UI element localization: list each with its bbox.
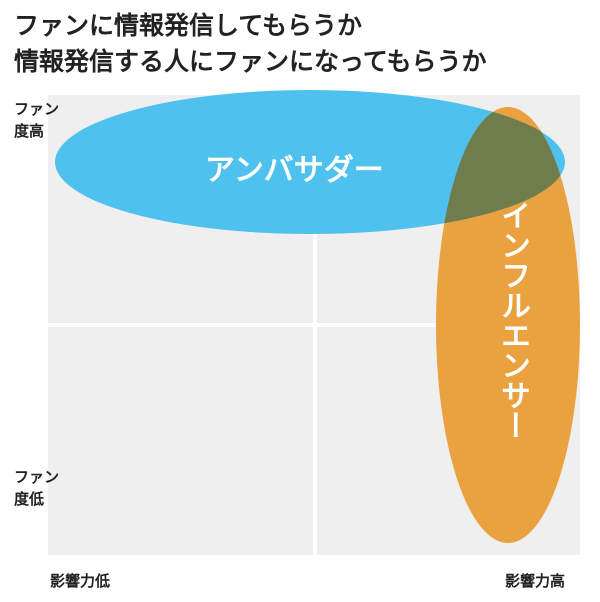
title-line: ファンに情報発信してもらうか: [14, 11, 363, 40]
y-low-label: ファン度低: [14, 468, 60, 508]
x-low-label: 影響力低: [50, 572, 111, 590]
title-line: 情報発信する人にファンになってもらうか: [14, 47, 487, 76]
y-high-label: ファン度高: [14, 100, 60, 140]
x-high-label: 影響力高: [505, 572, 566, 590]
region-label: インフルエンサー: [495, 200, 530, 440]
region-label: アンバサダー: [205, 153, 384, 188]
ambassador-ellipse: [55, 90, 565, 234]
